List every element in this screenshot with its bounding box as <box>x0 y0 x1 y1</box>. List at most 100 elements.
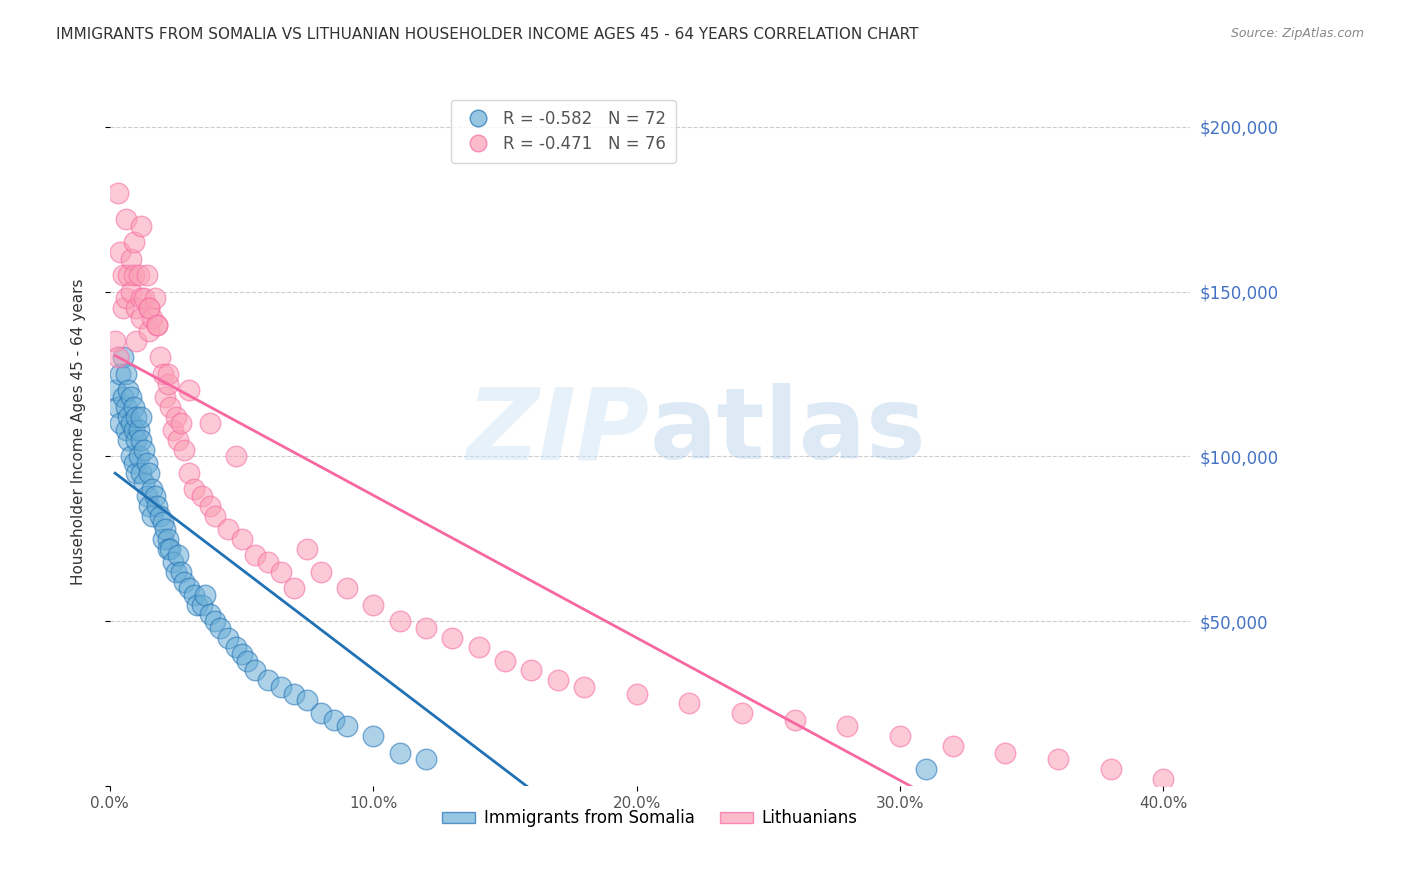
Point <box>156 532 179 546</box>
Point <box>837 719 859 733</box>
Point <box>167 433 190 447</box>
Point <box>415 621 437 635</box>
Point <box>153 522 176 536</box>
Point <box>283 581 305 595</box>
Point <box>128 423 150 437</box>
Point <box>236 654 259 668</box>
Point <box>110 417 132 431</box>
Point <box>128 268 150 282</box>
Point <box>415 752 437 766</box>
Point <box>122 456 145 470</box>
Point <box>198 607 221 622</box>
Point <box>388 614 411 628</box>
Point <box>122 268 145 282</box>
Point <box>626 687 648 701</box>
Point <box>177 581 200 595</box>
Point <box>204 508 226 523</box>
Point <box>135 268 157 282</box>
Point <box>153 390 176 404</box>
Text: atlas: atlas <box>650 383 927 480</box>
Point <box>336 581 359 595</box>
Point <box>361 598 384 612</box>
Point <box>194 588 217 602</box>
Point <box>152 515 174 529</box>
Point <box>156 367 179 381</box>
Point <box>125 466 148 480</box>
Point <box>361 730 384 744</box>
Legend: Immigrants from Somalia, Lithuanians: Immigrants from Somalia, Lithuanians <box>436 803 865 834</box>
Point <box>114 400 136 414</box>
Point <box>156 541 179 556</box>
Point <box>138 499 160 513</box>
Point <box>135 456 157 470</box>
Point <box>117 268 139 282</box>
Point <box>120 417 142 431</box>
Point <box>131 409 153 424</box>
Point <box>322 713 344 727</box>
Point <box>120 285 142 299</box>
Point <box>162 423 184 437</box>
Point <box>167 548 190 562</box>
Point <box>257 673 280 688</box>
Text: IMMIGRANTS FROM SOMALIA VS LITHUANIAN HOUSEHOLDER INCOME AGES 45 - 64 YEARS CORR: IMMIGRANTS FROM SOMALIA VS LITHUANIAN HO… <box>56 27 918 42</box>
Point <box>162 555 184 569</box>
Point <box>159 400 181 414</box>
Point <box>135 489 157 503</box>
Point <box>141 508 163 523</box>
Point <box>149 508 172 523</box>
Point <box>225 450 247 464</box>
Point <box>114 291 136 305</box>
Point <box>309 706 332 721</box>
Point <box>678 697 700 711</box>
Point <box>125 433 148 447</box>
Point <box>183 483 205 497</box>
Point <box>994 746 1017 760</box>
Point <box>146 318 169 332</box>
Point <box>257 555 280 569</box>
Point <box>114 423 136 437</box>
Point <box>131 433 153 447</box>
Point <box>114 212 136 227</box>
Point <box>114 367 136 381</box>
Point <box>547 673 569 688</box>
Point <box>225 640 247 655</box>
Point <box>572 680 595 694</box>
Point <box>198 499 221 513</box>
Point <box>128 450 150 464</box>
Point <box>183 588 205 602</box>
Point <box>388 746 411 760</box>
Point <box>297 541 319 556</box>
Point <box>159 541 181 556</box>
Point <box>177 466 200 480</box>
Point <box>165 565 187 579</box>
Point <box>231 647 253 661</box>
Point <box>1152 772 1174 787</box>
Point <box>217 631 239 645</box>
Point <box>173 442 195 457</box>
Point <box>110 367 132 381</box>
Point <box>146 499 169 513</box>
Point <box>120 252 142 266</box>
Point <box>494 654 516 668</box>
Point <box>191 598 214 612</box>
Point <box>141 310 163 325</box>
Point <box>120 390 142 404</box>
Point <box>173 574 195 589</box>
Point <box>138 324 160 338</box>
Point <box>186 598 208 612</box>
Point <box>143 291 166 305</box>
Point <box>243 664 266 678</box>
Point <box>107 400 129 414</box>
Point <box>156 376 179 391</box>
Point <box>143 489 166 503</box>
Point <box>110 245 132 260</box>
Text: Source: ZipAtlas.com: Source: ZipAtlas.com <box>1230 27 1364 40</box>
Point <box>204 614 226 628</box>
Point <box>117 384 139 398</box>
Point <box>217 522 239 536</box>
Point <box>122 400 145 414</box>
Point <box>520 664 543 678</box>
Point <box>117 433 139 447</box>
Point <box>146 318 169 332</box>
Point <box>131 310 153 325</box>
